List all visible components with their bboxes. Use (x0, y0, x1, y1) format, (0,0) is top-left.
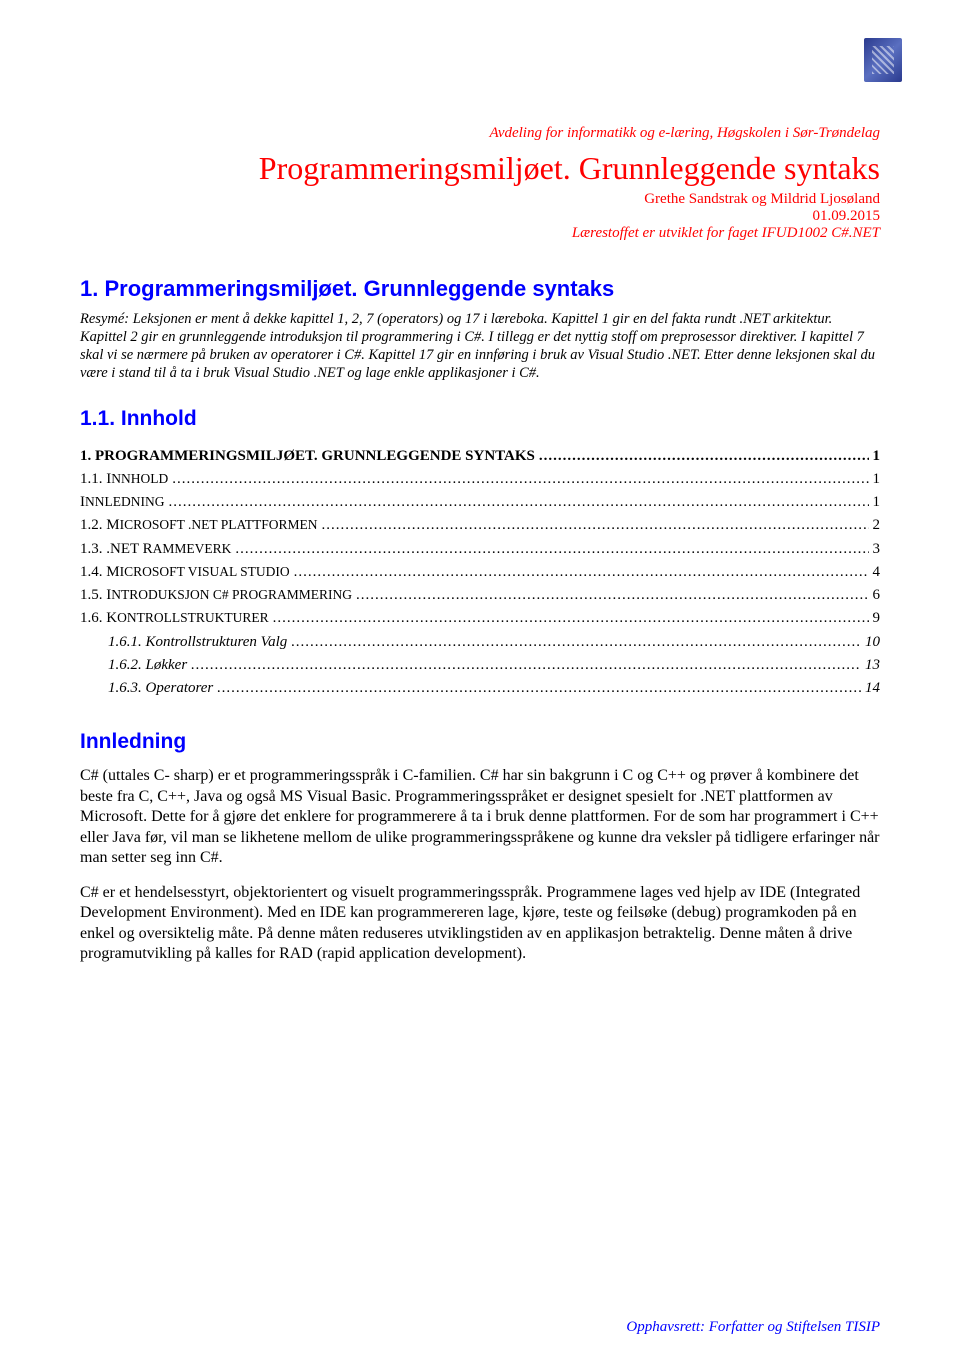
toc-row: 1.6.3. Operatorer 14 (80, 677, 880, 700)
toc-page-number: 3 (873, 538, 881, 561)
toc-label: 1.4. MICROSOFT VISUAL STUDIO (80, 561, 290, 584)
toc-row: 1.6.1. Kontrollstrukturen Valg 10 (80, 631, 880, 654)
toc-page-number: 1 (873, 468, 881, 491)
toc-row: 1.4. MICROSOFT VISUAL STUDIO 4 (80, 561, 880, 584)
toc-label: 1.2. MICROSOFT .NET PLATTFORMEN (80, 514, 318, 537)
innledning-p2: C# er et hendelsesstyrt, objektorientert… (80, 883, 880, 965)
innledning-heading: Innledning (80, 730, 880, 754)
page-title: Programmeringsmiljøet. Grunnleggende syn… (80, 150, 880, 187)
date-line: 01.09.2015 (80, 208, 880, 225)
toc-leader-dots (322, 514, 869, 537)
toc-page-number: 13 (865, 654, 880, 677)
course-line: Lærestoffet er utviklet for faget IFUD10… (80, 225, 880, 242)
toc-label: 1.5. INTRODUKSJON C# PROGRAMMERING (80, 584, 352, 607)
toc-page-number: 2 (873, 514, 881, 537)
toc-page-number: 10 (865, 631, 880, 654)
toc-heading: 1.1. Innhold (80, 407, 880, 431)
toc-row: 1.1. INNHOLD 1 (80, 468, 880, 491)
authors-line: Grethe Sandstrak og Mildrid Ljosøland (80, 191, 880, 208)
toc-leader-dots (172, 468, 868, 491)
section-1-heading: 1. Programmeringsmiljøet. Grunnleggende … (80, 276, 880, 302)
toc-label: 1.6.3. Operatorer (108, 677, 213, 700)
resume-paragraph: Resymé: Leksjonen er ment å dekke kapitt… (80, 310, 880, 383)
toc-label: 1.1. INNHOLD (80, 468, 168, 491)
toc-row: 1.6. KONTROLLSTRUKTURER 9 (80, 607, 880, 630)
toc-row: 1. PROGRAMMERINGSMILJØET. GRUNNLEGGENDE … (80, 445, 880, 468)
toc-page-number: 1 (873, 445, 881, 468)
toc-label: INNLEDNING (80, 491, 164, 514)
header-sublines: Grethe Sandstrak og Mildrid Ljosøland 01… (80, 191, 880, 242)
toc-row: 1.3. .NET RAMMEVERK 3 (80, 538, 880, 561)
toc-page-number: 4 (873, 561, 881, 584)
toc-label: 1.6.2. Løkker (108, 654, 187, 677)
toc-leader-dots (235, 538, 868, 561)
toc-leader-dots (273, 607, 869, 630)
institution-logo (864, 38, 902, 82)
toc-page-number: 9 (873, 607, 881, 630)
toc-row: INNLEDNING 1 (80, 491, 880, 514)
toc-page-number: 14 (865, 677, 880, 700)
toc-leader-dots (217, 677, 861, 700)
innledning-p1: C# (uttales C- sharp) er et programmerin… (80, 766, 880, 868)
toc-label: 1.6.1. Kontrollstrukturen Valg (108, 631, 287, 654)
toc-leader-dots (539, 445, 869, 468)
section-title: Programmeringsmiljøet. Grunnleggende syn… (104, 276, 614, 301)
toc-label: 1.6. KONTROLLSTRUKTURER (80, 607, 269, 630)
department-line: Avdeling for informatikk og e-læring, Hø… (80, 125, 880, 142)
toc-leader-dots (168, 491, 868, 514)
header-block: Avdeling for informatikk og e-læring, Hø… (80, 125, 880, 142)
toc-row: 1.6.2. Løkker 13 (80, 654, 880, 677)
section-number: 1. (80, 276, 98, 301)
toc-label: 1.3. .NET RAMMEVERK (80, 538, 231, 561)
toc-leader-dots (291, 631, 861, 654)
toc-page-number: 1 (873, 491, 881, 514)
copyright-footer: Opphavsrett: Forfatter og Stiftelsen TIS… (626, 1319, 880, 1336)
toc-row: 1.5. INTRODUKSJON C# PROGRAMMERING 6 (80, 584, 880, 607)
toc-leader-dots (294, 561, 869, 584)
toc-leader-dots (356, 584, 868, 607)
toc-label: 1. PROGRAMMERINGSMILJØET. GRUNNLEGGENDE … (80, 445, 535, 468)
toc-leader-dots (191, 654, 861, 677)
toc-list: 1. PROGRAMMERINGSMILJØET. GRUNNLEGGENDE … (80, 445, 880, 701)
toc-page-number: 6 (873, 584, 881, 607)
toc-row: 1.2. MICROSOFT .NET PLATTFORMEN 2 (80, 514, 880, 537)
